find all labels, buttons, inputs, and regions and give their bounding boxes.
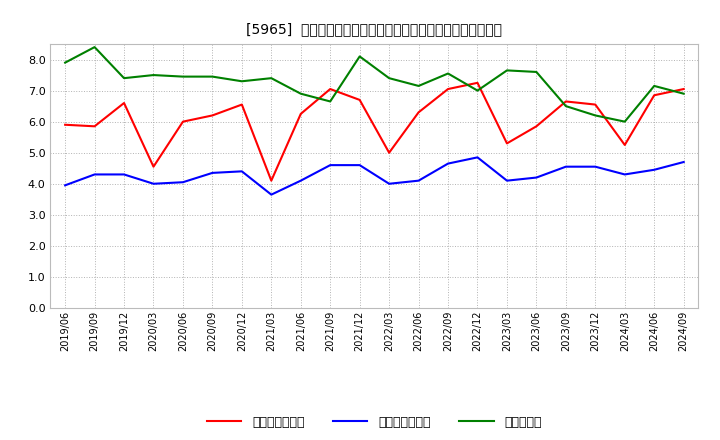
- 在庫回転率: [680, 91, 688, 96]
- 売上債権回転率: [356, 97, 364, 103]
- Line: 買入債務回転率: 買入債務回転率: [65, 158, 684, 194]
- 売上債権回転率: [120, 100, 128, 106]
- Legend: 売上債権回転率, 買入債務回転率, 在庫回転率: 売上債権回転率, 買入債務回転率, 在庫回転率: [201, 410, 548, 434]
- 売上債権回転率: [532, 124, 541, 129]
- 買入債務回転率: [650, 167, 659, 172]
- 買入債務回転率: [621, 172, 629, 177]
- 売上債権回転率: [591, 102, 600, 107]
- 在庫回転率: [562, 103, 570, 109]
- 買入債務回転率: [326, 162, 335, 168]
- 買入債務回転率: [680, 159, 688, 165]
- 売上債権回転率: [444, 86, 452, 92]
- 売上債権回転率: [60, 122, 69, 128]
- 在庫回転率: [503, 68, 511, 73]
- 売上債権回転率: [473, 80, 482, 85]
- 売上債権回転率: [414, 110, 423, 115]
- 在庫回転率: [650, 83, 659, 88]
- 在庫回転率: [297, 91, 305, 96]
- 買入債務回転率: [267, 192, 276, 197]
- 買入債務回転率: [444, 161, 452, 166]
- 在庫回転率: [60, 60, 69, 65]
- 在庫回転率: [414, 83, 423, 88]
- 売上債権回転率: [680, 86, 688, 92]
- 在庫回転率: [149, 73, 158, 78]
- 売上債権回転率: [149, 164, 158, 169]
- 買入債務回転率: [356, 162, 364, 168]
- 在庫回転率: [384, 76, 393, 81]
- 買入債務回転率: [562, 164, 570, 169]
- 買入債務回転率: [384, 181, 393, 187]
- 買入債務回転率: [60, 183, 69, 188]
- Title: [5965]  売上債権回転率、買入債務回転率、在庫回転率の推移: [5965] 売上債権回転率、買入債務回転率、在庫回転率の推移: [246, 22, 503, 36]
- 在庫回転率: [179, 74, 187, 79]
- 在庫回転率: [326, 99, 335, 104]
- 買入債務回転率: [473, 155, 482, 160]
- 在庫回転率: [444, 71, 452, 76]
- 売上債権回転率: [503, 141, 511, 146]
- 売上債権回転率: [297, 111, 305, 117]
- 売上債権回転率: [238, 102, 246, 107]
- 在庫回転率: [90, 44, 99, 50]
- 売上債権回転率: [208, 113, 217, 118]
- 在庫回転率: [532, 70, 541, 75]
- 買入債務回転率: [90, 172, 99, 177]
- 売上債権回転率: [650, 92, 659, 98]
- 売上債権回転率: [621, 142, 629, 147]
- 買入債務回転率: [414, 178, 423, 183]
- 売上債権回転率: [179, 119, 187, 124]
- 買入債務回転率: [532, 175, 541, 180]
- 買入債務回転率: [149, 181, 158, 187]
- Line: 在庫回転率: 在庫回転率: [65, 47, 684, 121]
- 買入債務回転率: [208, 170, 217, 176]
- 買入債務回転率: [238, 169, 246, 174]
- 在庫回転率: [473, 88, 482, 93]
- 売上債権回転率: [90, 124, 99, 129]
- 在庫回転率: [120, 76, 128, 81]
- 買入債務回転率: [591, 164, 600, 169]
- 売上債権回転率: [562, 99, 570, 104]
- 在庫回転率: [621, 119, 629, 124]
- 買入債務回転率: [179, 180, 187, 185]
- 売上債権回転率: [326, 86, 335, 92]
- 買入債務回転率: [120, 172, 128, 177]
- 在庫回転率: [591, 113, 600, 118]
- 買入債務回転率: [297, 178, 305, 183]
- 在庫回転率: [267, 76, 276, 81]
- 在庫回転率: [356, 54, 364, 59]
- Line: 売上債権回転率: 売上債権回転率: [65, 83, 684, 181]
- 買入債務回転率: [503, 178, 511, 183]
- 売上債権回転率: [384, 150, 393, 155]
- 売上債権回転率: [267, 178, 276, 183]
- 在庫回転率: [238, 79, 246, 84]
- 在庫回転率: [208, 74, 217, 79]
